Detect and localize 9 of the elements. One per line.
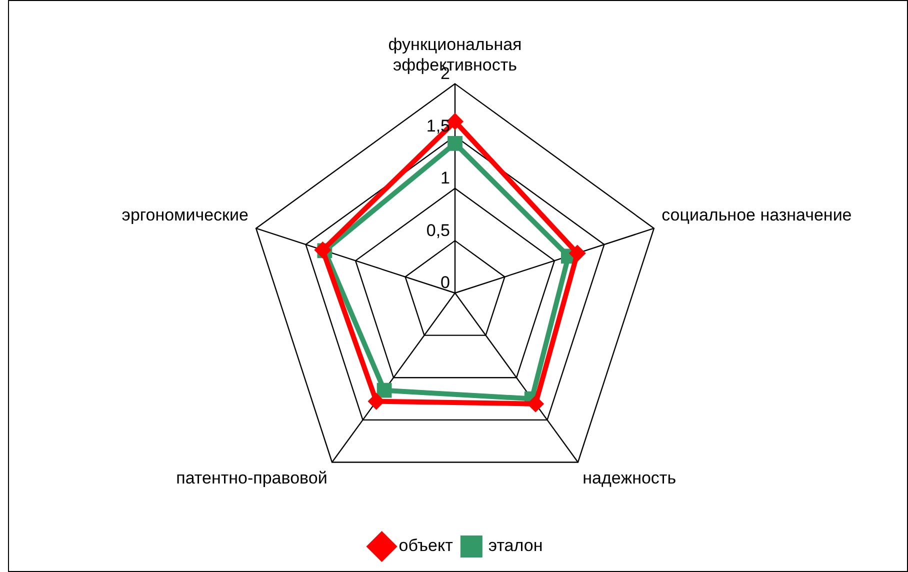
legend-label: эталон bbox=[488, 536, 543, 556]
spoke-label: надежность bbox=[582, 468, 676, 488]
y-tick-label: 0,5 bbox=[426, 220, 450, 240]
y-tick-label: 1 bbox=[440, 168, 450, 188]
legend-label: объект bbox=[398, 536, 454, 556]
spoke-label: патентно-правовой bbox=[176, 468, 328, 488]
spoke-label: социальное назначение bbox=[662, 205, 852, 224]
spoke-label: эргономические bbox=[122, 205, 248, 224]
y-tick-label: 0 bbox=[440, 273, 450, 292]
